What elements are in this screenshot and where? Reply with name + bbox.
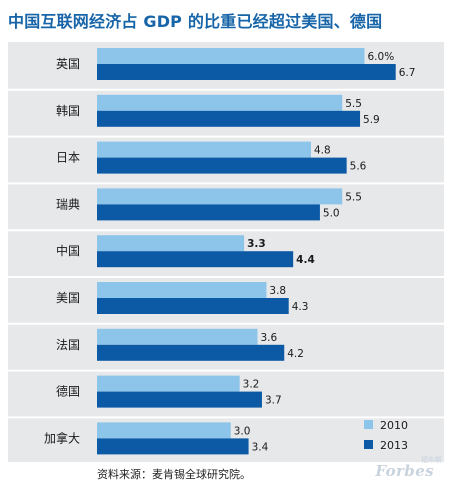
bar-2010-韩国 [97, 94, 343, 111]
data-label: 4.8 [314, 145, 331, 157]
bar-2010-中国 [97, 235, 245, 252]
bar-2010-法国 [97, 328, 258, 345]
category-label: 韩国 [56, 103, 80, 118]
bar-2013-德国 [97, 391, 262, 408]
category-label: 法国 [56, 338, 80, 352]
data-label: 3.2 [243, 379, 260, 391]
bar-2013-加拿大 [97, 438, 249, 455]
legend-label: 2010 [380, 419, 408, 432]
data-label: 5.5 [345, 191, 362, 203]
data-label: 3.3 [247, 238, 266, 250]
bar-2013-法国 [97, 344, 285, 361]
bar-2010-英国 [97, 48, 365, 64]
data-label: 3.7 [265, 395, 282, 407]
category-label: 中国 [56, 243, 80, 258]
category-label: 加拿大 [44, 430, 80, 445]
legend-swatch [364, 440, 373, 449]
bar-2013-瑞典 [97, 204, 320, 221]
data-label: 3.6 [261, 332, 278, 344]
chart-title: 中国互联网经济占 GDP 的比重已经超过美国、德国 [8, 12, 383, 31]
chart-panel: 英国 6.0% 6.7 韩国 5.5 5.9 日本 4.8 5.6 瑞典 5.5 5.0 中国 3.3 4.… [8, 42, 444, 462]
data-label: 5.9 [363, 114, 380, 126]
legend-label: 2013 [380, 439, 408, 452]
data-label: 5.5 [345, 98, 362, 110]
source-note: 资料来源：麦肯锡全球研究院。 [97, 468, 251, 481]
bar-2013-英国 [97, 64, 396, 80]
bar-2010-德国 [97, 375, 240, 392]
category-label: 英国 [56, 57, 80, 71]
bar-2013-美国 [97, 298, 289, 314]
bar-2010-瑞典 [97, 188, 343, 205]
bar-2010-加拿大 [97, 422, 231, 439]
data-label: 6.7 [399, 67, 416, 79]
bar-2013-中国 [97, 251, 294, 268]
bar-2010-美国 [97, 282, 267, 298]
bar-2010-日本 [97, 141, 311, 158]
bar-2013-日本 [97, 157, 347, 174]
legend-swatch [364, 420, 373, 429]
data-label: 4.4 [296, 254, 315, 266]
category-label: 瑞典 [56, 197, 80, 211]
data-label: 4.3 [292, 301, 309, 313]
category-label: 美国 [56, 291, 80, 305]
data-label: 3.4 [252, 441, 269, 453]
category-label: 德国 [56, 384, 80, 399]
data-label: 3.0 [234, 425, 251, 437]
data-label: 5.6 [350, 161, 367, 173]
data-label: 4.2 [287, 348, 304, 360]
bar-2013-韩国 [97, 110, 361, 127]
data-label: 5.0 [323, 207, 340, 219]
data-label: 3.8 [269, 285, 286, 297]
bar-chart: 英国 6.0%6.7韩国 5.55.9日本 4.85.6瑞典 5.55.0中国 3.34.… [8, 48, 444, 455]
category-label: 日本 [56, 151, 80, 165]
forbes-watermark: Forbes [375, 462, 434, 480]
data-label: 6.0% [368, 51, 395, 63]
watermark-sub: 福布斯 [421, 456, 442, 464]
